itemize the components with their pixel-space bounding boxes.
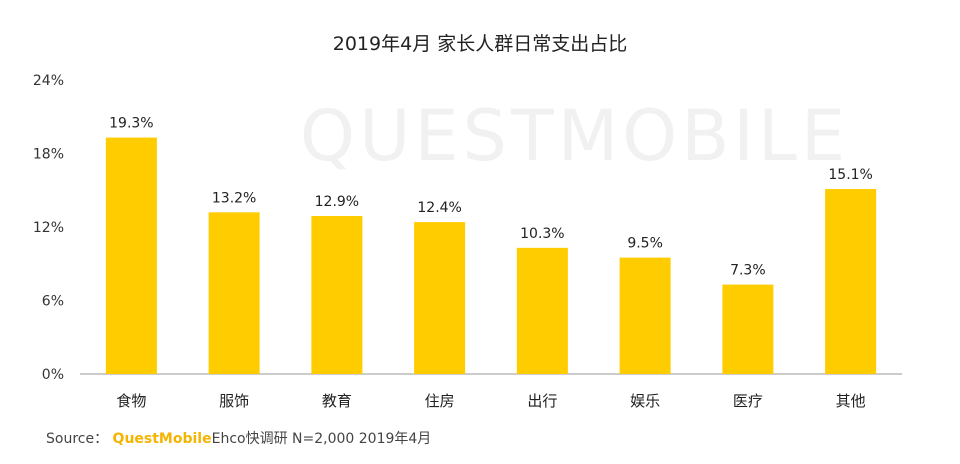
bar-2: [208, 212, 260, 374]
bar-3: [311, 215, 363, 374]
x-tick-label: 医疗: [733, 392, 763, 410]
watermark-text: QUESTMOBILE: [300, 95, 849, 177]
source-brand: QuestMobile: [112, 431, 212, 447]
data-label: 12.9%: [315, 194, 359, 210]
y-tick-label: 12%: [33, 220, 64, 236]
y-tick-label: 0%: [42, 367, 64, 383]
data-label: 7.3%: [730, 263, 766, 279]
y-axis: 0% 6% 12% 18% 24%: [33, 73, 64, 383]
x-tick-label: 娱乐: [630, 392, 660, 410]
bar-1: [105, 137, 157, 374]
y-tick-label: 18%: [33, 147, 64, 163]
x-tick-labels: 食物 服饰 教育 住房 出行 娱乐 医疗 其他: [116, 392, 865, 410]
data-label: 13.2%: [212, 190, 256, 206]
data-label: 10.3%: [520, 226, 564, 242]
data-label: 15.1%: [828, 167, 872, 183]
data-label: 12.4%: [417, 200, 461, 216]
y-tick-label: 24%: [33, 73, 64, 89]
x-tick-label: 教育: [322, 392, 352, 410]
x-tick-label: 服饰: [219, 392, 249, 410]
bar-5: [516, 247, 568, 374]
bar-4: [414, 222, 466, 374]
source-rest: Ehco快调研 N=2,000 2019年4月: [211, 431, 432, 447]
data-label: 9.5%: [627, 236, 663, 252]
source-prefix: Source：: [46, 431, 109, 447]
chart-title: 2019年4月 家长人群日常支出占比: [333, 33, 627, 55]
bar-6: [619, 257, 671, 374]
y-tick-label: 6%: [42, 294, 64, 310]
x-tick-label: 食物: [116, 392, 146, 410]
data-label: 19.3%: [109, 116, 153, 132]
data-labels-group: 19.3% 13.2% 12.9% 12.4% 10.3% 9.5% 7.3% 15.1%: [109, 116, 873, 279]
bars-group: [105, 137, 877, 374]
source-note: Source： QuestMobileEhco快调研 N=2,000 2019年…: [46, 428, 431, 448]
x-tick-label: 出行: [527, 392, 557, 410]
bar-8: [825, 189, 877, 374]
bar-7: [722, 284, 774, 374]
x-tick-label: 住房: [425, 392, 455, 410]
x-tick-label: 其他: [836, 392, 866, 410]
